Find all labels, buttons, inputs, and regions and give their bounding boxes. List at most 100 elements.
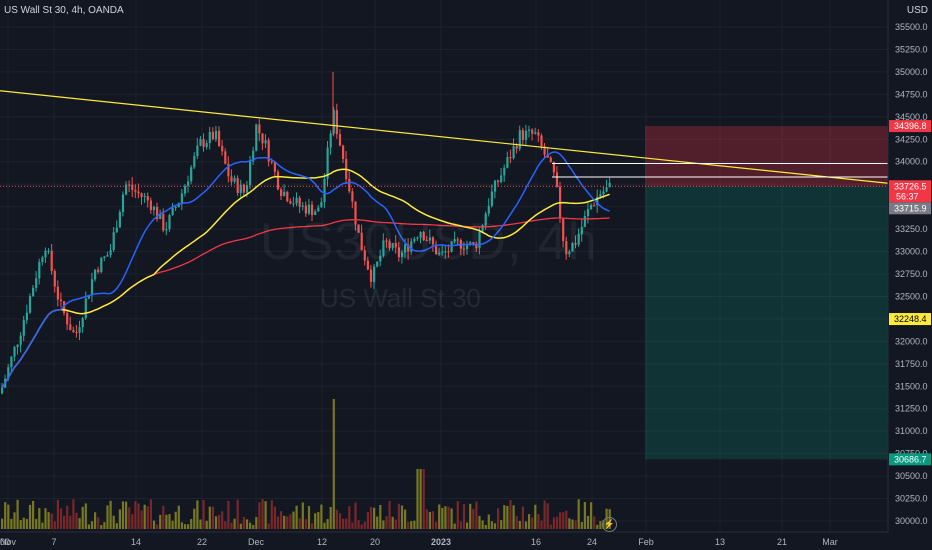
stop-loss-zone [645,126,888,187]
candle [286,191,289,202]
volume-bar [407,522,410,529]
candle [466,245,469,250]
volume-bar [121,501,125,529]
candle [252,150,255,162]
candle [81,318,84,328]
volume-bar [81,506,84,529]
candle [56,286,59,300]
volume-bar [524,521,528,529]
candle [565,241,568,255]
volume-bar [373,507,376,529]
candle [338,134,342,146]
volume-bar [283,515,286,529]
y-tick-label: 35500.0 [895,22,928,32]
candle [416,237,419,239]
volume-bar [72,499,75,529]
interval-label: 4h [71,5,83,16]
candle [146,196,149,201]
candle [35,278,38,288]
volume-bar [242,516,245,529]
volume-bar [63,515,66,529]
y-tick-label: 32750.0 [895,269,928,279]
volume-bar [159,514,162,529]
volume-bar [335,509,338,529]
candle [577,234,580,245]
candle [456,239,459,241]
volume-bar [32,500,35,529]
y-tick-label: 30000.0 [895,516,928,526]
volume-bar [7,504,10,529]
candle [450,241,453,252]
volume-bar [559,512,562,529]
volume-bar [444,506,447,529]
volume-bar [165,514,168,529]
volume-bar [546,503,549,529]
candle [44,250,47,258]
candle [382,240,385,256]
volume-bar [577,499,580,529]
volume-bar [469,503,472,529]
volume-bar [521,506,524,529]
volume-bar [38,508,41,529]
target-price-label-bg [889,453,931,466]
candle [183,185,187,194]
candle [140,193,143,197]
candle [149,200,152,211]
volume-bar [258,502,261,529]
candle [100,257,103,273]
candle [13,347,16,357]
candle [66,313,69,325]
volume-bar [183,524,187,529]
volume-bar [239,523,242,529]
volume-bar [555,516,559,529]
volume-bar [56,499,59,529]
candle [72,330,75,333]
candle [515,145,518,149]
candle [128,184,131,186]
volume-bar [249,522,252,529]
x-tick-label: 12 [317,537,327,547]
candle [435,244,438,255]
candle [512,145,515,159]
target-price-label: 30686.7 [894,454,927,464]
candle [94,269,97,280]
candle [264,140,267,144]
volume-bar [552,517,555,529]
candle [180,193,183,203]
candle [233,178,236,182]
volume-bar [4,502,7,529]
candle [487,205,490,214]
volume-bar [391,516,394,529]
candle [75,332,78,334]
take-profit-zone [645,186,888,460]
candle [211,131,214,140]
candle [193,156,196,168]
y-tick-label: 35000.0 [895,67,928,77]
y-tick-label: 31000.0 [895,426,928,436]
volume-bar [261,499,264,529]
volume-bar [140,510,143,529]
volume-bar [565,510,568,529]
candle [236,178,239,193]
candle [47,250,50,252]
candle [472,242,475,245]
candle [205,143,208,147]
candle [376,261,379,267]
candle [276,171,280,190]
y-tick-label: 32500.0 [895,291,928,301]
candle [524,130,528,140]
candle [41,257,44,262]
volume-bar [562,512,565,529]
candle [583,216,586,227]
volume-bar [528,514,531,529]
volume-bar [289,514,292,529]
volume-bar [146,506,149,529]
volume-bar [379,504,382,529]
volume-bar [493,523,497,529]
volume-bar [338,513,342,529]
volume-bar [394,519,397,529]
lightning-icon[interactable]: ⚡ [602,517,617,532]
volume-bar [295,505,298,529]
